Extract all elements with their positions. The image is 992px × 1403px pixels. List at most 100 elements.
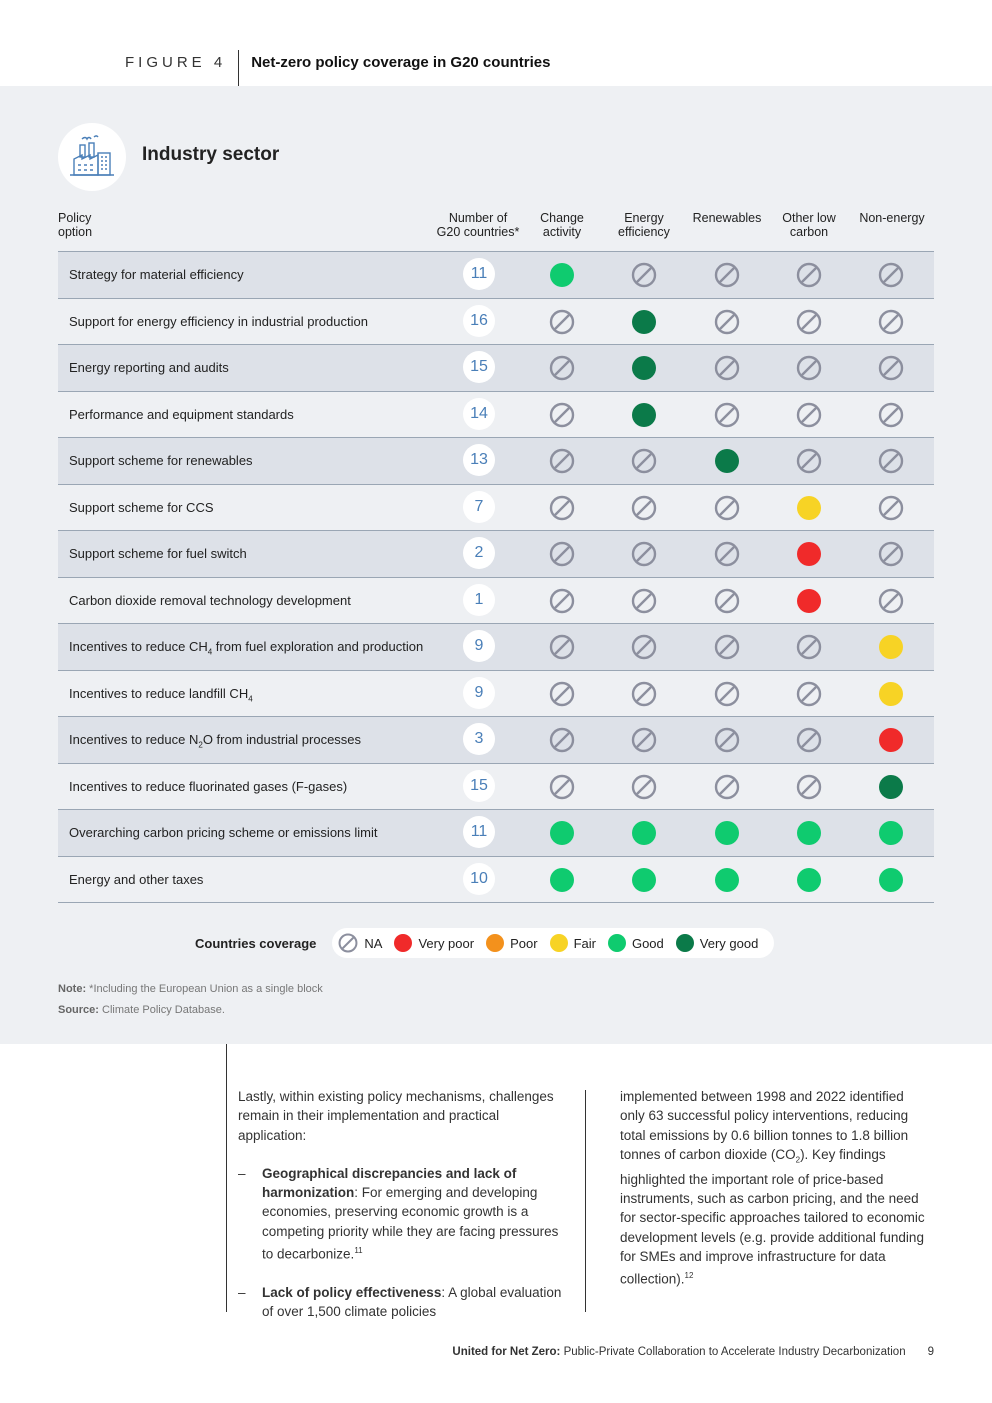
bullet-discrepancies-text: : For emerging and developing economies,… [262,1185,559,1262]
na-icon [714,774,740,800]
table-row: Support scheme for renewables 13 [58,437,934,484]
policy-option-label: Incentives to reduce CH4 from fuel explo… [69,639,424,657]
body-intro: Lastly, within existing policy mechanism… [238,1089,554,1143]
na-icon [549,588,575,614]
na-icon [631,634,657,660]
policy-option-label: Support scheme for renewables [69,453,253,468]
table-row: Performance and equipment standards 14 [58,390,934,437]
legend-dot [607,934,626,952]
na-icon [878,495,904,521]
country-count: 15 [463,351,495,383]
na-icon [714,634,740,660]
na-icon [714,588,740,614]
na-icon [878,309,904,335]
body-right-text-a: implemented between 1998 and 2022 identi… [620,1089,909,1162]
bullet-effectiveness: – Lack of policy effectiveness: A global… [238,1283,568,1322]
na-icon [631,448,657,474]
country-count: 11 [463,816,495,848]
co2-subscript: 2 [795,1155,801,1165]
rating-dot-good [878,867,904,893]
rating-dot-fair [796,495,822,521]
na-icon [796,262,822,288]
legend-item: NA [338,933,382,953]
legend-dot [486,934,505,952]
footnote-ref-11[interactable]: 11 [354,1246,363,1256]
bullet-discrepancies-heading: Geographical discrepancies and lack of h… [262,1165,517,1201]
figure-divider [238,50,240,86]
body-right-text-b: ). Key findings highlighted the importan… [620,1146,925,1287]
na-icon [549,774,575,800]
rating-dot-fair [878,681,904,707]
rating-dot-very-good [631,355,657,381]
na-icon [631,681,657,707]
na-icon [878,588,904,614]
policy-option-label: Strategy for material efficiency [69,267,244,282]
table-row: Support scheme for fuel switch 2 [58,530,934,577]
na-icon [878,541,904,567]
figure-title: Net-zero policy coverage in G20 countrie… [251,54,551,71]
footnote-ref-12[interactable]: 12 [684,1271,694,1281]
table-row: Carbon dioxide removal technology develo… [58,576,934,623]
rating-dot-good [714,820,740,846]
page-footer: United for Net Zero: Public-Private Coll… [452,1346,934,1358]
country-count: 9 [463,676,495,709]
na-icon [549,402,575,428]
legend-label: Very poor [418,935,475,951]
note-label: Note: [58,983,87,995]
table-row: Support for energy efficiency in industr… [58,297,934,344]
sector-title: Industry sector [142,144,280,165]
legend-item: Fair [549,934,596,952]
na-icon [631,727,657,753]
bullet-dash: – [238,1284,246,1300]
policy-option-label: Support for energy efficiency in industr… [69,313,368,329]
legend-label: Very good [699,935,759,951]
country-count: 9 [463,630,495,662]
source: Source: Climate Policy Database. [58,1004,225,1016]
column-header-non-energy: Non-energy [859,211,925,225]
country-count: 10 [463,862,495,895]
rating-dot-very-poor [796,588,822,614]
legend-dot [549,934,568,952]
na-icon [796,309,822,335]
policy-option-label: Carbon dioxide removal technology develo… [69,592,351,608]
bullet-discrepancies: – Geographical discrepancies and lack of… [238,1164,568,1264]
policy-table: Strategy for material efficiency 11 Suppor… [58,251,934,903]
rating-dot-good [549,262,575,288]
table-row: Energy reporting and audits 15 [58,344,934,391]
column-header-count: Number of G20 countries* [436,211,520,239]
na-icon [714,541,740,567]
figure-panel: Industry sector Policy option Number of … [0,86,992,1044]
policy-option-label: Incentives to reduce fluorinated gases (… [69,778,348,794]
na-icon [631,262,657,288]
legend-item: Good [607,934,664,952]
legend-label: Fair [573,935,596,951]
bullet-effectiveness-text: : A global evaluation of over 1,500 clim… [262,1284,562,1320]
na-icon [796,355,822,381]
note: Note: *Including the European Union as a… [58,983,323,995]
na-icon [796,727,822,753]
rating-dot-good [796,820,822,846]
policy-option-label: Support scheme for fuel switch [69,546,247,561]
legend-dot [675,934,694,952]
na-icon [714,309,740,335]
note-text: *Including the European Union as a singl… [86,983,323,995]
na-icon [549,448,575,474]
na-icon [631,541,657,567]
table-row: Incentives to reduce CH4 from fuel explo… [58,623,934,670]
figure-header: FIGURE 4 Net-zero policy coverage in G20… [125,50,550,86]
legend: Countries coverage NA Very poor Poor Fair Go… [195,928,775,958]
na-icon [714,727,740,753]
na-icon [714,681,740,707]
rating-dot-good [714,867,740,893]
na-icon [549,309,575,335]
na-icon [714,495,740,521]
legend-title: Countries coverage [195,935,317,951]
policy-option-label: Incentives to reduce landfill CH4 [69,685,253,704]
table-row: Energy and other taxes 10 [58,855,934,903]
country-count: 15 [463,769,495,802]
table-row: Support scheme for CCS 7 [58,483,934,530]
na-icon [796,448,822,474]
na-icon [714,355,740,381]
country-count: 3 [463,723,495,755]
country-count: 7 [463,490,495,523]
